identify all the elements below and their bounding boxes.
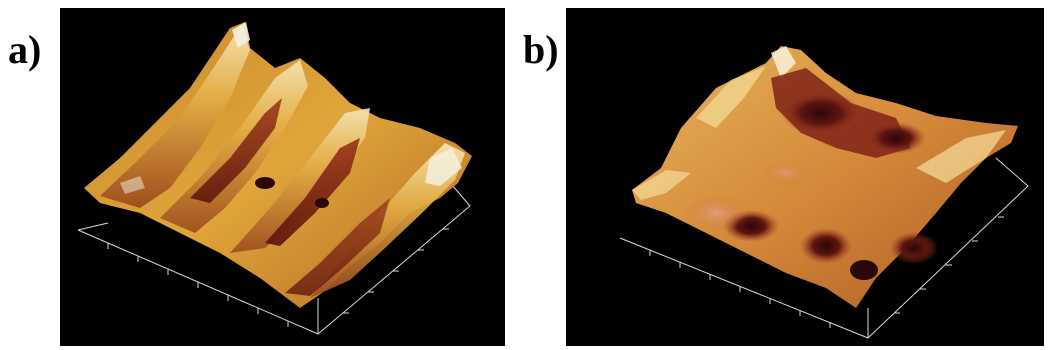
panel-label-a: a) [8,27,42,72]
afm-surface-b [619,46,1029,339]
panel-label-b: b) [523,27,559,72]
highlights-a [120,22,462,194]
rims-b [632,46,1006,200]
afm-image-panel-a [60,8,505,346]
afm-surface-a [77,22,472,335]
axis-frame-b [619,157,1029,339]
pink-patches-b [682,159,812,231]
afm-image-panel-b [566,8,1044,346]
valleys-a [190,98,390,296]
pits-b [723,68,938,280]
